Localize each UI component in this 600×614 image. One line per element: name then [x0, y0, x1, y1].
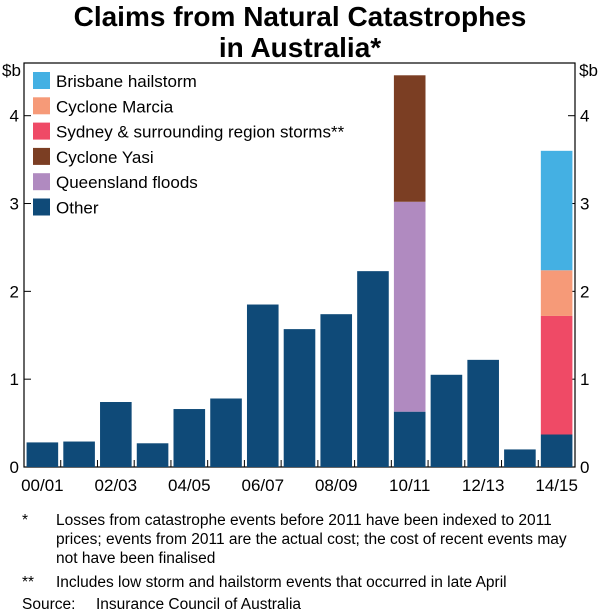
- legend-swatch: [33, 97, 50, 115]
- bar-cyclone-marcia-14-15: [540, 270, 573, 316]
- y-tick-label-left: 4: [10, 107, 19, 126]
- footnote-1-text: Losses from catastrophe events before 20…: [56, 512, 567, 567]
- y-unit-left: $b: [2, 61, 21, 80]
- source-text: Insurance Council of Australia: [96, 596, 302, 613]
- y-tick-label-right: 3: [580, 195, 589, 214]
- x-tick-label: 08/09: [315, 476, 358, 495]
- legend-swatch: [33, 122, 50, 140]
- x-tick-label: 14/15: [535, 476, 578, 495]
- bar-other-04-05: [173, 409, 206, 467]
- x-tick-label: 12/13: [462, 476, 505, 495]
- bar-cyclone-yasi-10-11: [393, 75, 426, 202]
- bar-other-11-12: [430, 374, 463, 467]
- y-tick-label-left: 3: [10, 195, 19, 214]
- y-tick-label-right: 1: [580, 370, 589, 389]
- legend-swatch: [33, 147, 50, 165]
- bar-sydney-surrounding-region-storms-14-15: [540, 315, 573, 435]
- y-tick-label-right: 0: [580, 458, 589, 477]
- x-tick-label: 06/07: [241, 476, 284, 495]
- legend-swatch: [33, 173, 50, 191]
- y-tick-label-right: 2: [580, 282, 589, 301]
- legend-swatch: [33, 198, 50, 216]
- legend-label: Brisbane hailstorm: [56, 72, 197, 91]
- chart-title-line-1: Claims from Natural Catastrophes: [73, 1, 527, 32]
- bar-other-14-15: [540, 434, 573, 467]
- bar-other-05-06: [210, 398, 242, 467]
- bar-other-09-10: [357, 271, 389, 467]
- y-tick-label-right: 4: [580, 107, 589, 126]
- footnote-2-mark: **: [22, 574, 35, 591]
- y-unit-right: $b: [579, 61, 598, 80]
- x-tick-label: 04/05: [168, 476, 211, 495]
- x-tick-label: 10/11: [389, 476, 430, 495]
- bar-other-01-02: [63, 441, 95, 467]
- legend-label: Cyclone Marcia: [56, 97, 174, 116]
- bar-other-02-03: [100, 402, 132, 467]
- bar-other-03-04: [136, 443, 169, 467]
- bar-other-00-01: [26, 442, 59, 467]
- legend-swatch: [33, 72, 50, 89]
- source-label: Source:: [22, 596, 76, 613]
- footnote-1-mark: *: [22, 512, 29, 529]
- y-tick-label-left: 1: [10, 370, 19, 389]
- bar-other-07-08: [283, 329, 316, 467]
- x-tick-label: 00/01: [21, 476, 64, 495]
- legend-label: Other: [56, 199, 99, 218]
- x-tick-label: 02/03: [95, 476, 138, 495]
- footnote-2-text: Includes low storm and hailstorm events …: [56, 574, 507, 591]
- bar-brisbane-hailstorm-14-15: [540, 150, 573, 271]
- bar-other-12-13: [467, 359, 499, 467]
- legend-label: Cyclone Yasi: [56, 148, 154, 167]
- bar-other-10-11: [393, 411, 426, 467]
- bar-other-06-07: [246, 304, 279, 467]
- bar-other-13-14: [504, 449, 536, 467]
- y-tick-label-left: 0: [10, 458, 19, 477]
- bar-other-08-09: [320, 314, 353, 467]
- bar-queensland-floods-10-11: [393, 201, 426, 412]
- legend-label: Sydney & surrounding region storms**: [56, 123, 345, 142]
- y-tick-label-left: 2: [10, 282, 19, 301]
- chart-title-line-2: in Australia*: [218, 32, 382, 63]
- legend-label: Queensland floods: [56, 173, 198, 192]
